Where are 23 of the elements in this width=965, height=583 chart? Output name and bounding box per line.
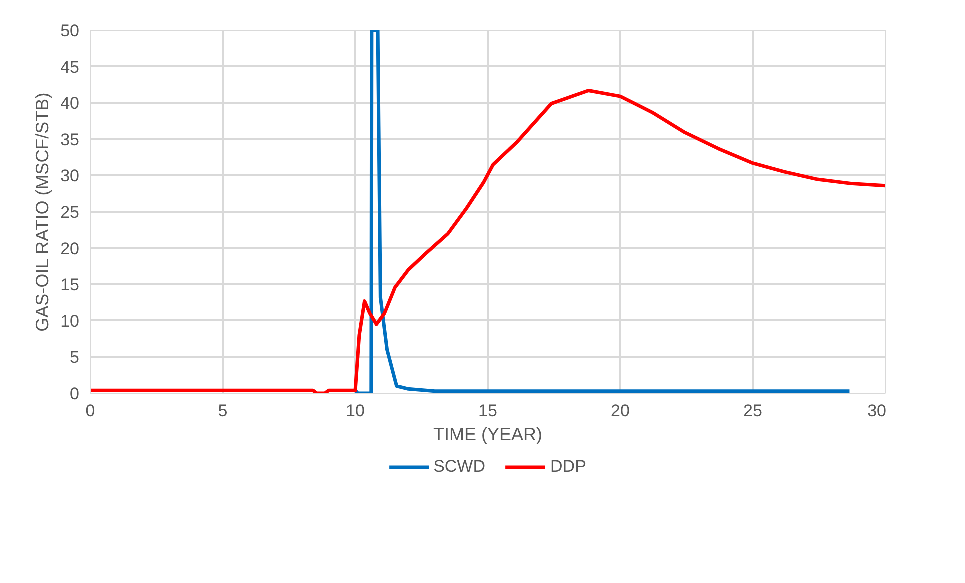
y-tick-label: 30 xyxy=(60,166,80,186)
y-axis-title: GAS-OIL RATIO (MSCF/STB) xyxy=(32,92,53,332)
y-tick-label: 25 xyxy=(60,203,80,222)
x-tick-label: 5 xyxy=(218,402,228,420)
x-tick-label: 25 xyxy=(744,402,762,420)
x-tick-label: 30 xyxy=(868,402,887,420)
x-axis-title: TIME (YEAR) xyxy=(434,424,543,444)
x-tick-label: 15 xyxy=(478,402,498,420)
y-tick-label: 35 xyxy=(60,130,80,150)
y-tick-label: 45 xyxy=(60,58,80,77)
y-tick-label: 10 xyxy=(60,312,80,331)
line-series xyxy=(354,30,852,394)
y-tick-label: 15 xyxy=(60,276,80,295)
y-tick-label: 50 xyxy=(60,22,80,40)
y-tick-label: 20 xyxy=(60,239,80,258)
y-tick-label: 40 xyxy=(60,94,80,114)
y-tick-label: 0 xyxy=(70,384,80,404)
y-tick-label: 5 xyxy=(70,348,80,368)
legend-label: SCWD xyxy=(434,457,486,477)
x-tick-label: 0 xyxy=(86,402,96,420)
x-tick-label: 20 xyxy=(611,402,630,420)
legend-label: DDP xyxy=(550,457,586,477)
x-tick-label: 10 xyxy=(346,402,365,420)
